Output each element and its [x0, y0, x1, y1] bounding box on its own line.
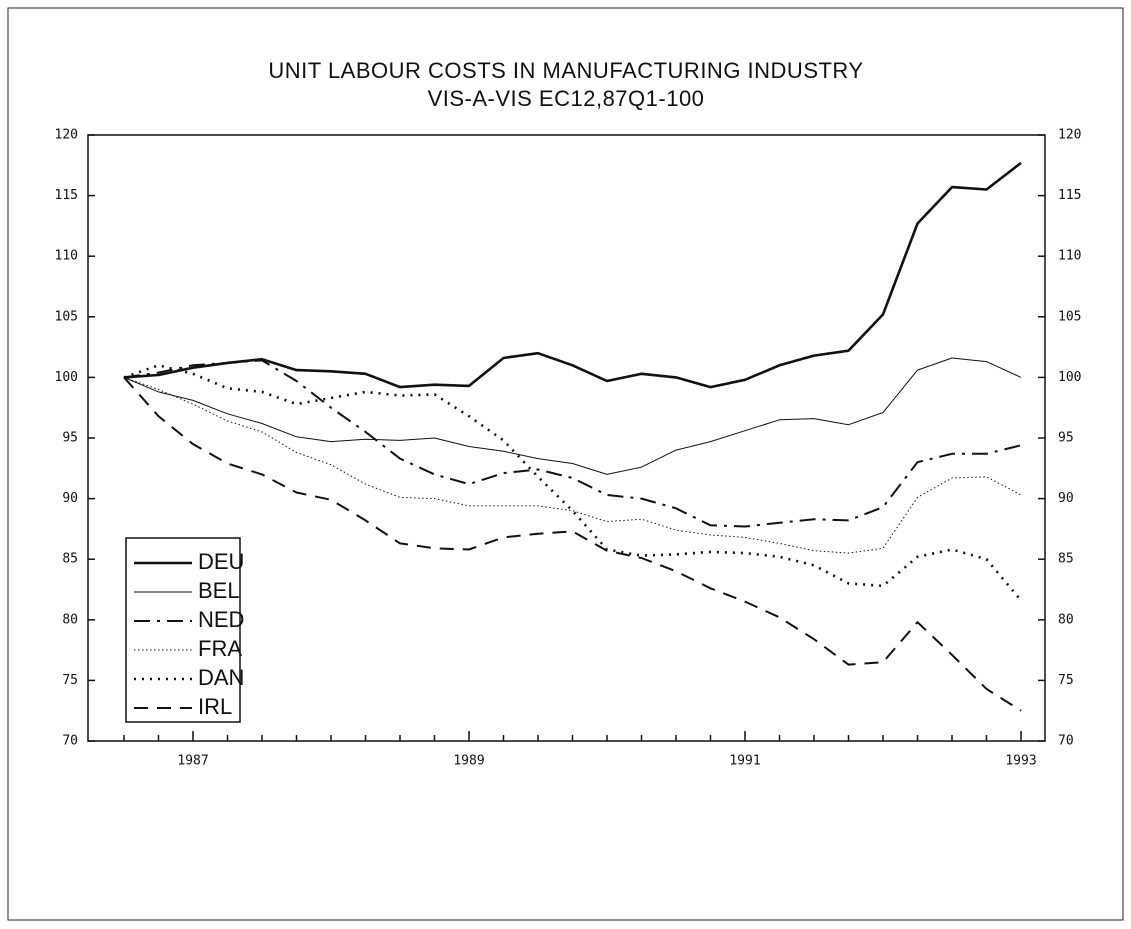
- y2-tick-label: 85: [1058, 552, 1074, 567]
- legend-label: FRA: [198, 636, 242, 661]
- y-tick-label: 100: [55, 370, 78, 385]
- y-tick-label: 110: [55, 249, 78, 264]
- y-tick-label: 75: [62, 673, 78, 688]
- y-tick-label: 70: [62, 734, 78, 749]
- y2-tick-label: 110: [1058, 249, 1081, 264]
- y-tick-label: 85: [62, 552, 78, 567]
- y2-tick-label: 90: [1058, 491, 1074, 506]
- y-tick-label: 95: [62, 431, 78, 446]
- legend-label: NED: [198, 607, 244, 632]
- series-line: [123, 376, 1022, 554]
- legend-label: BEL: [198, 578, 240, 603]
- series-line: [123, 364, 1022, 602]
- y2-tick-label: 80: [1058, 612, 1074, 627]
- y-tick-label: 105: [55, 309, 78, 324]
- y-tick-label: 90: [62, 491, 78, 506]
- series-line: [123, 161, 1022, 389]
- y2-tick-label: 105: [1058, 309, 1081, 324]
- x-tick-label: 1987: [177, 754, 208, 769]
- y2-tick-label: 120: [1058, 128, 1081, 143]
- series-line: [123, 376, 1022, 712]
- legend-label: DAN: [198, 665, 244, 690]
- x-tick-label: 1993: [1005, 754, 1036, 769]
- y-tick-label: 115: [55, 188, 78, 203]
- y-tick-label: 80: [62, 612, 78, 627]
- legend-label: DEU: [198, 549, 244, 574]
- y2-tick-label: 115: [1058, 188, 1081, 203]
- x-tick-label: 1991: [729, 754, 760, 769]
- series-line: [123, 357, 1022, 475]
- series-line: [123, 359, 1022, 528]
- y2-tick-label: 70: [1058, 734, 1074, 749]
- y2-tick-label: 75: [1058, 673, 1074, 688]
- x-tick-label: 1989: [453, 754, 484, 769]
- y-tick-label: 120: [55, 128, 78, 143]
- frame: [7, 7, 1124, 921]
- chart-title: UNIT LABOUR COSTS IN MANUFACTURING INDUS…: [268, 58, 863, 83]
- y2-tick-label: 100: [1058, 370, 1081, 385]
- y2-tick-label: 95: [1058, 431, 1074, 446]
- legend-box: [125, 537, 241, 723]
- chart-subtitle: VIS-A-VIS EC12,87Q1-100: [428, 86, 705, 111]
- legend-label: IRL: [198, 694, 232, 719]
